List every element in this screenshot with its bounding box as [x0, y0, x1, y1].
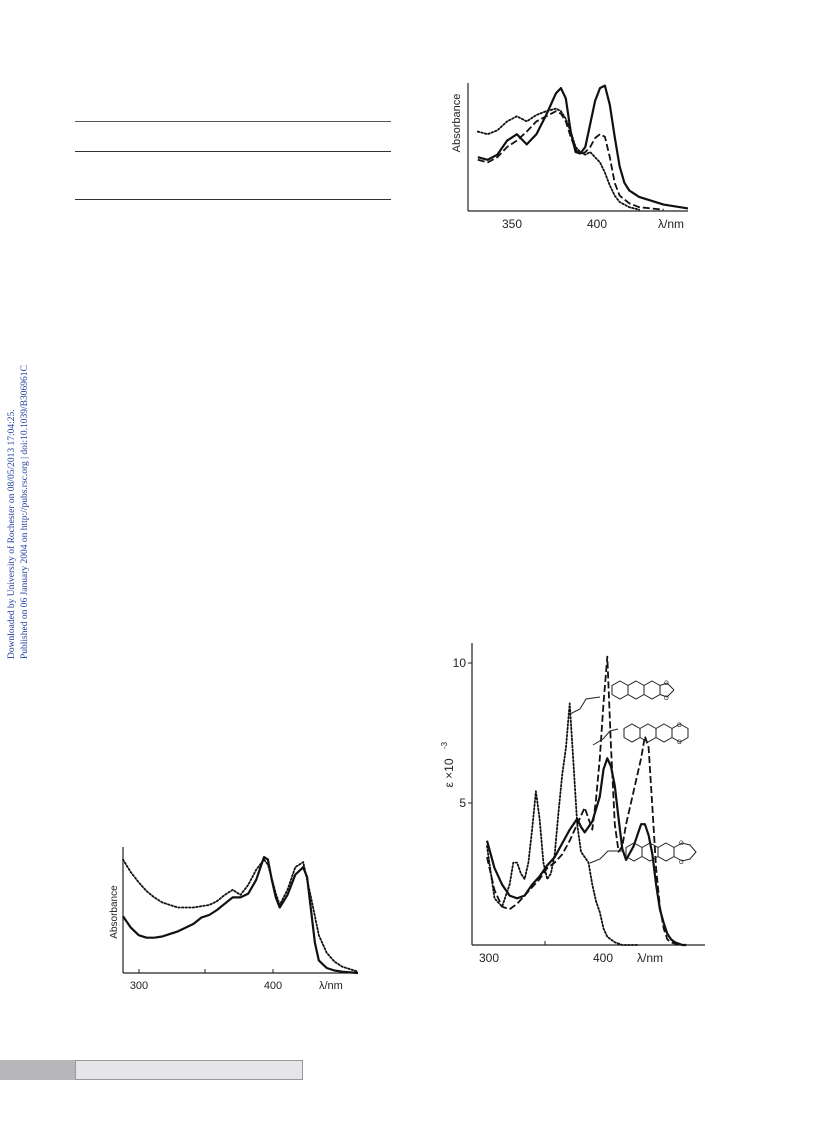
series-line-solid: [122, 856, 359, 975]
svg-text:O: O: [664, 681, 669, 687]
x-tick-label-300: 300: [130, 980, 148, 992]
leader-line-2: [592, 728, 619, 746]
series-line-dashed: [486, 655, 683, 946]
y-axis-label-exponent: -3: [440, 741, 449, 749]
series-layer: [122, 856, 359, 975]
absorbance-chart-bottom-svg: Absorbance 300 400 λ/nm: [109, 847, 359, 992]
download-notice-svg: Downloaded by University of Rochester on…: [6, 365, 30, 659]
x-axis-label: λ/nm: [637, 951, 663, 965]
footer-bar-light: [75, 1060, 303, 1080]
download-notice: Downloaded by University of Rochester on…: [2, 325, 34, 660]
series-line-dashed: [477, 110, 664, 211]
x-axis-label: λ/nm: [658, 217, 684, 231]
epsilon-chart-svg: 10 5 ε ×10 -3 300 400 λ/nm O O: [440, 643, 705, 965]
x-tick-label-300: 300: [479, 951, 499, 965]
series-line-dotted: [122, 858, 359, 973]
download-notice-line2: Published on 06 January 2004 on http://p…: [20, 365, 30, 659]
y-axis-label: Absorbance: [109, 885, 120, 939]
series-layer: [476, 84, 689, 211]
epsilon-chart: 10 5 ε ×10 -3 300 400 λ/nm O O: [440, 625, 720, 975]
svg-text:O: O: [664, 696, 669, 702]
series-line-dotted: [486, 702, 639, 946]
y-axis-label: ε ×10 -3: [440, 741, 456, 787]
svg-text:O: O: [679, 860, 684, 866]
series-layer: [485, 655, 687, 947]
footer-bar: [0, 1060, 303, 1080]
series-line-dotted: [476, 107, 641, 211]
table-header-rule: [75, 151, 391, 152]
absorbance-chart-top-svg: Absorbance 350 400 λ/nm: [451, 83, 689, 231]
series-line-solid: [477, 84, 689, 210]
svg-text:O: O: [677, 723, 682, 729]
table-bottom-rule: [75, 199, 391, 200]
x-tick-label-400: 400: [593, 951, 613, 965]
y-tick-label-10: 10: [453, 656, 467, 670]
svg-text:O: O: [677, 740, 682, 746]
x-tick-label-400: 400: [264, 980, 282, 992]
y-tick-label-5: 5: [459, 796, 466, 810]
anthracene-dioxine-structure-icon: O O: [623, 723, 689, 746]
y-axis-label: Absorbance: [451, 94, 463, 153]
anthracene-dioxepine-structure-icon: O O: [625, 841, 697, 866]
x-tick-label-400: 400: [587, 217, 607, 231]
footer-bar-dark: [0, 1060, 75, 1080]
download-notice-line1: Downloaded by University of Rochester on…: [6, 409, 17, 659]
x-tick-label-350: 350: [502, 217, 522, 231]
x-axis-label: λ/nm: [319, 980, 343, 992]
table-top-rule: [75, 121, 391, 122]
absorbance-chart-top: Absorbance 350 400 λ/nm: [445, 75, 705, 235]
svg-text:O: O: [679, 841, 684, 847]
series-line-solid: [485, 757, 687, 947]
y-axis-label-text: ε ×10: [442, 758, 456, 787]
leader-line-3: [589, 850, 622, 864]
absorbance-chart-bottom: Absorbance 300 400 λ/nm: [105, 842, 365, 997]
anthracene-dioxole-structure-icon: O O: [611, 680, 675, 702]
leader-line-1: [567, 696, 601, 716]
